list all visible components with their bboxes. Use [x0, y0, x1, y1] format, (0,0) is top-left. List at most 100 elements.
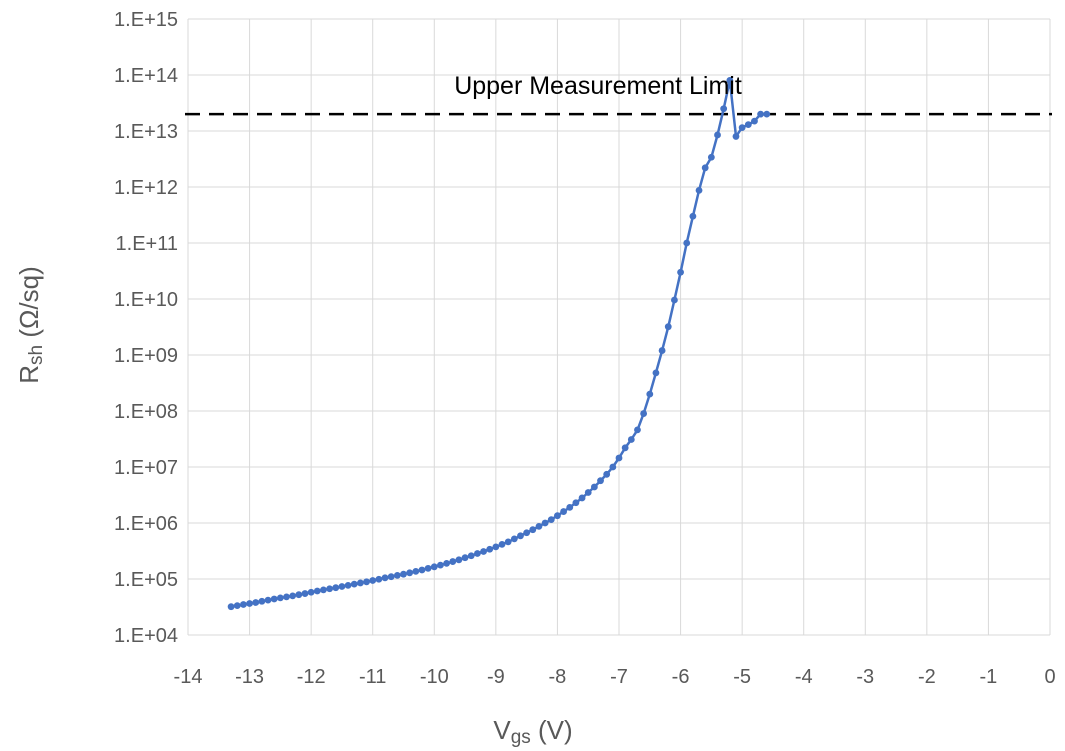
- data-point: [437, 561, 444, 569]
- data-point: [695, 186, 703, 194]
- data-point: [757, 110, 765, 118]
- x-tick-label: -6: [672, 666, 690, 688]
- x-tick-label: -14: [174, 666, 203, 688]
- data-point: [289, 592, 297, 600]
- data-point: [554, 512, 561, 520]
- data-point: [738, 124, 746, 132]
- data-point: [510, 535, 518, 543]
- data-point: [572, 499, 580, 507]
- data-point: [418, 566, 426, 574]
- data-point: [486, 545, 494, 553]
- data-point: [726, 77, 734, 84]
- data-point: [627, 436, 635, 443]
- data-point: [270, 595, 278, 603]
- data-point: [326, 585, 334, 593]
- data-point: [677, 268, 684, 276]
- y-axis-title-suffix: (Ω/sq): [14, 266, 44, 345]
- y-tick-labels: 1.E+04 1.E+05 1.E+06 1.E+07 1.E+08 1.E+09 1.E+…: [114, 9, 178, 647]
- data-point: [652, 369, 660, 377]
- data-point: [732, 133, 740, 140]
- data-point: [283, 593, 290, 601]
- x-tick-label: 0: [1044, 666, 1055, 688]
- data-point: [313, 587, 321, 595]
- y-tick-label: 1.E+12: [114, 177, 178, 199]
- data-point: [264, 596, 272, 604]
- data-point: [307, 588, 315, 596]
- x-tick-label: -4: [795, 666, 813, 688]
- x-tick-labels: -14 -13 -12 -11 -10 -9 -8 -7 -6 -5 -4 -3 -2 -1 0: [174, 666, 1056, 688]
- data-point: [671, 296, 678, 304]
- data-point: [258, 597, 266, 605]
- data-point: [535, 522, 543, 530]
- data-point: [744, 121, 752, 129]
- y-tick-label: 1.E+07: [114, 457, 178, 479]
- data-point: [455, 556, 463, 564]
- data-point: [504, 538, 512, 546]
- data-point: [424, 564, 432, 572]
- x-tick-label: -1: [980, 666, 998, 688]
- data-point: [233, 602, 241, 609]
- data-point: [344, 581, 352, 589]
- data-point: [646, 390, 654, 398]
- y-tick-label: 1.E+15: [114, 9, 178, 31]
- data-point: [547, 516, 555, 524]
- x-tick-label: -2: [918, 666, 936, 688]
- data-point: [640, 410, 648, 417]
- data-point: [597, 477, 604, 485]
- x-tick-label: -7: [610, 666, 628, 688]
- x-tick-label: -8: [549, 666, 567, 688]
- x-axis-title-suffix: (V): [531, 715, 573, 745]
- x-tick-label: -11: [359, 666, 386, 688]
- data-point: [590, 483, 598, 491]
- x-tick-label: -9: [487, 666, 505, 688]
- data-point: [664, 323, 672, 331]
- data-point: [701, 164, 709, 172]
- data-point: [227, 603, 235, 611]
- data-point: [240, 601, 247, 608]
- x-axis-title: Vgs (V): [493, 715, 572, 748]
- y-tick-label: 1.E+11: [116, 233, 178, 255]
- data-point: [430, 563, 438, 571]
- data-point: [634, 426, 641, 434]
- data-point: [517, 532, 524, 540]
- series: [227, 77, 771, 611]
- data-point: [393, 571, 401, 579]
- data-point: [751, 117, 758, 125]
- data-point: [295, 591, 303, 599]
- data-point: [498, 540, 506, 548]
- x-axis-title-sub: gs: [511, 727, 531, 748]
- data-point: [461, 554, 469, 562]
- x-tick-label: -5: [733, 666, 751, 688]
- data-point: [584, 489, 592, 496]
- data-point: [621, 444, 629, 452]
- data-point: [523, 529, 531, 537]
- data-point: [332, 584, 340, 592]
- data-point: [276, 594, 284, 602]
- data-point: [387, 573, 395, 581]
- data-point: [689, 212, 697, 220]
- data-point: [320, 586, 327, 594]
- y-tick-label: 1.E+13: [114, 121, 178, 143]
- data-point: [714, 131, 721, 139]
- data-point: [578, 494, 586, 502]
- x-tick-label: -12: [297, 666, 326, 688]
- data-point: [400, 570, 407, 578]
- data-point: [443, 559, 450, 567]
- data-point: [683, 239, 691, 247]
- y-axis-title-main: R: [14, 365, 44, 384]
- reference-line-label: Upper Measurement Limit: [454, 72, 742, 100]
- data-point: [363, 578, 370, 586]
- data-point: [529, 526, 537, 534]
- data-point: [381, 574, 389, 582]
- y-tick-label: 1.E+10: [114, 289, 178, 311]
- data-point: [473, 550, 481, 557]
- y-tick-label: 1.E+14: [114, 65, 178, 87]
- y-axis-title-sub: sh: [26, 345, 47, 365]
- grid: [187, 18, 1051, 636]
- data-point: [357, 579, 364, 587]
- data-point: [375, 575, 383, 583]
- data-point: [350, 580, 358, 588]
- data-point: [615, 454, 623, 462]
- data-point: [763, 110, 771, 118]
